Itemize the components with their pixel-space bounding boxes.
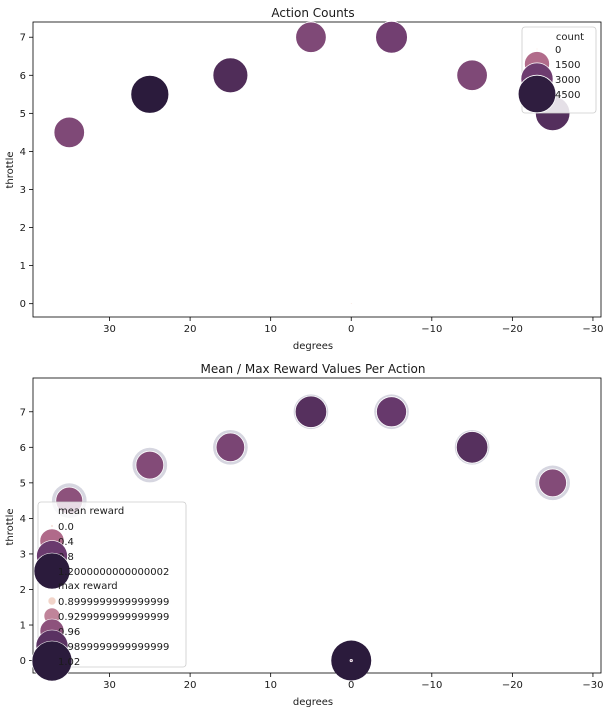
mean-reward-point [135, 450, 165, 480]
x-axis-label: degrees [293, 697, 333, 708]
mean-reward-point [538, 468, 567, 498]
legend-box [37, 501, 187, 668]
legend-label: 0.8 [58, 552, 74, 563]
data-points [53, 20, 571, 305]
y-tick-label: 6 [20, 443, 26, 454]
y-tick-label: 3 [20, 185, 26, 196]
legend: mean reward 0.0 0.4 0.8 1.2000000000000002 ma… [31, 501, 187, 682]
chart-action-counts: Action Counts 30 20 10 0 −10 −20 −30 01234567 … [5, 6, 603, 352]
legend-marker [535, 47, 539, 51]
legend-label: 1.02 [58, 657, 80, 668]
x-axis-ticks: 30 20 10 0 −10 −20 −30 [103, 317, 603, 335]
legend-label: 0.96 [58, 627, 80, 638]
x-tick-label: 20 [184, 324, 197, 335]
y-tick-label: 1 [20, 261, 26, 272]
x-tick-label: −20 [502, 324, 523, 335]
y-tick-label: 5 [20, 478, 26, 489]
y-tick-label: 0 [20, 656, 26, 667]
data-point [350, 302, 353, 305]
data-point [456, 59, 488, 91]
data-point [130, 74, 170, 114]
legend: count 0 1500 3000 4500 [517, 26, 597, 114]
y-axis-label: throttle [5, 508, 16, 545]
x-axis-ticks: 30 20 10 0 −10 −20 −30 [103, 673, 603, 691]
x-tick-label: −20 [502, 680, 523, 691]
legend-label: 0.0 [58, 522, 74, 533]
y-tick-label: 3 [20, 549, 26, 560]
legend-marker [31, 640, 73, 682]
plot-area [32, 21, 602, 318]
y-tick-label: 6 [20, 71, 26, 82]
legend-label: 0 [555, 45, 561, 56]
y-axis-ticks: 0 1 2 3 4 5 6 7 [20, 407, 33, 667]
chart-reward-values: Mean / Max Reward Values Per Action 30 20… [5, 362, 603, 708]
plot-area [32, 377, 602, 674]
x-tick-label: 0 [348, 680, 354, 691]
x-tick-label: −30 [582, 680, 603, 691]
x-tick-label: 10 [264, 680, 277, 691]
data-point [295, 21, 327, 53]
mean-reward-point [294, 395, 328, 428]
x-tick-label: −10 [421, 324, 442, 335]
legend-label: 1500 [555, 60, 580, 71]
x-tick-label: 30 [103, 680, 116, 691]
data-point [53, 116, 85, 149]
mean-reward-point [215, 432, 246, 463]
legend-label: 1.2000000000000002 [58, 567, 169, 578]
x-tick-label: 10 [264, 324, 277, 335]
mean-reward-point [376, 396, 407, 428]
legend-label: 0.8999999999999999 [58, 597, 169, 608]
legend-marker [517, 74, 557, 114]
y-tick-label: 4 [20, 514, 26, 525]
x-tick-label: −10 [421, 680, 442, 691]
x-tick-label: 0 [348, 324, 354, 335]
legend-title: mean reward [58, 506, 124, 517]
legend-marker [50, 524, 54, 528]
legend-marker [47, 596, 57, 606]
y-tick-label: 2 [20, 585, 26, 596]
mean-reward-point [349, 658, 353, 663]
mean-reward-point [455, 431, 489, 464]
y-tick-label: 7 [20, 407, 26, 418]
data-point [212, 57, 249, 94]
y-axis-ticks: 0 1 2 3 4 5 6 7 [20, 33, 33, 310]
x-axis-label: degrees [293, 341, 333, 352]
legend-title: max reward [58, 581, 118, 592]
data-point [375, 20, 408, 54]
y-axis-label: throttle [5, 151, 16, 188]
y-tick-label: 4 [20, 147, 26, 158]
chart-title: Action Counts [271, 6, 354, 20]
y-tick-label: 1 [20, 621, 26, 632]
legend-label: 3000 [555, 75, 580, 86]
y-tick-label: 2 [20, 223, 26, 234]
legend-label: 4500 [555, 90, 580, 101]
x-tick-label: 20 [184, 680, 197, 691]
y-tick-label: 0 [20, 299, 26, 310]
legend-marker [33, 552, 71, 590]
legend-label: 0.9299999999999999 [58, 612, 169, 623]
x-tick-label: 30 [103, 324, 116, 335]
legend-title: count [556, 32, 584, 43]
chart-title: Mean / Max Reward Values Per Action [200, 362, 425, 376]
legend-label: 0.4 [58, 537, 74, 548]
legend-label: 0.9899999999999999 [58, 642, 169, 653]
y-tick-label: 5 [20, 109, 26, 120]
y-tick-label: 7 [20, 33, 26, 44]
x-tick-label: −30 [582, 324, 603, 335]
